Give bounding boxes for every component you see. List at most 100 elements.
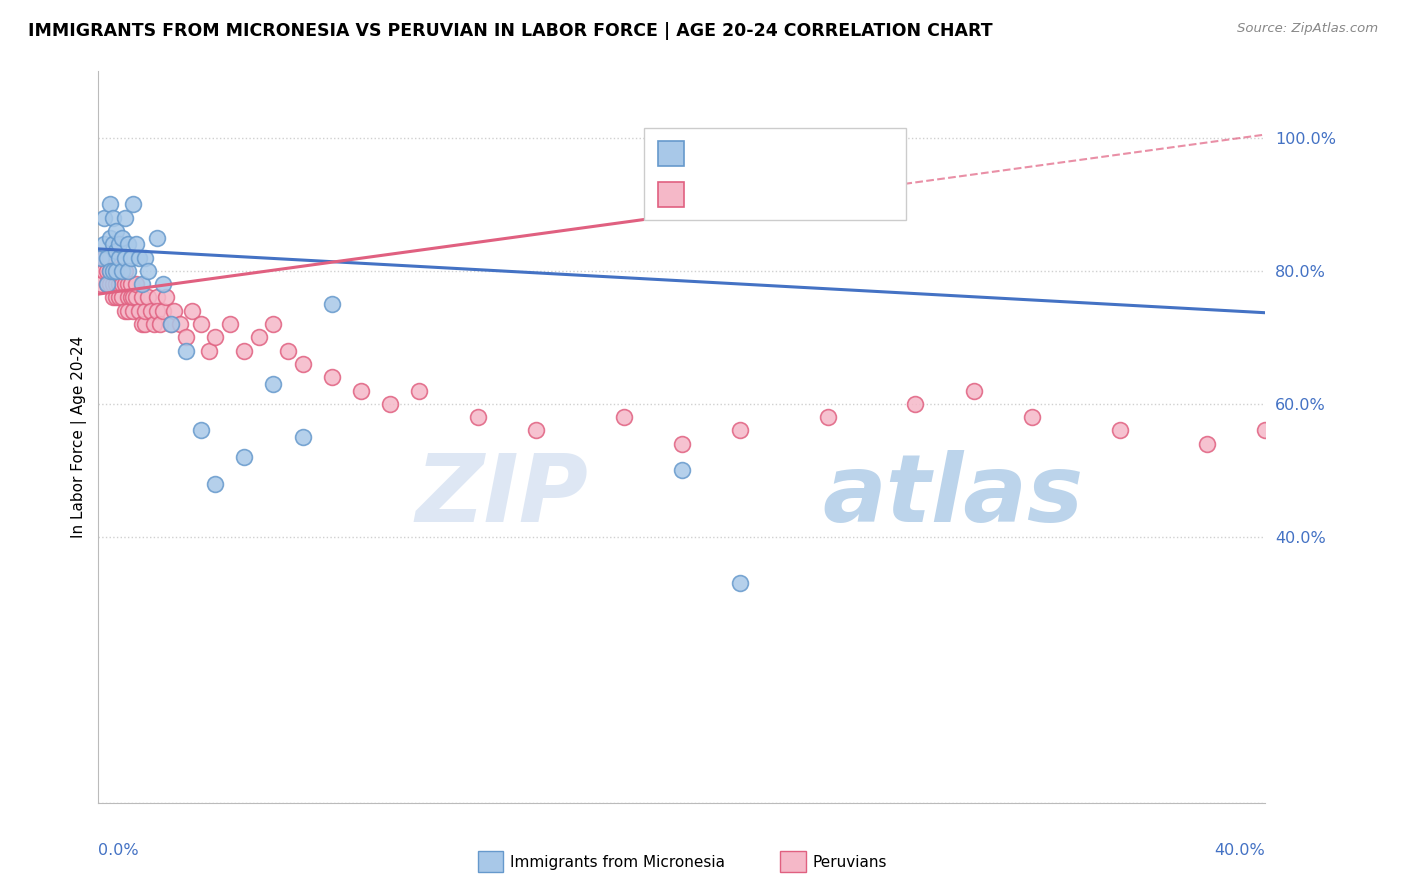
Point (117, 277, 139, 292)
Point (131, 277, 153, 292)
Point (730, 576, 752, 591)
Point (169, 317, 191, 331)
Point (98, 277, 121, 292)
Point (93, 237, 115, 252)
Point (114, 303, 136, 318)
Point (128, 303, 150, 318)
Point (108, 277, 131, 292)
Point (128, 251, 150, 265)
Point (218, 317, 240, 331)
Point (96, 251, 118, 265)
Point (111, 290, 134, 304)
Point (101, 290, 124, 304)
Point (120, 251, 142, 265)
Text: 40.0%: 40.0% (1215, 843, 1265, 858)
Point (122, 303, 145, 318)
Point (98, 230, 121, 244)
Point (93, 211, 115, 225)
Point (98, 264, 121, 278)
Point (90, 277, 112, 292)
Point (139, 303, 162, 318)
Point (96, 264, 118, 278)
Text: N =: N = (811, 145, 863, 162)
Point (204, 330, 226, 344)
Point (190, 317, 212, 331)
Point (104, 277, 127, 292)
Point (262, 317, 284, 331)
Point (134, 317, 156, 331)
Point (408, 384, 430, 398)
Point (233, 450, 256, 464)
Point (101, 211, 124, 225)
Point (817, 410, 839, 425)
Point (131, 290, 153, 304)
Point (277, 343, 299, 358)
Point (321, 370, 343, 384)
Point (174, 343, 197, 358)
Point (96, 277, 118, 292)
Point (111, 264, 134, 278)
Point (149, 317, 172, 331)
Point (904, 397, 927, 411)
Point (163, 303, 186, 318)
Point (117, 303, 139, 318)
Point (291, 430, 314, 444)
Point (96, 277, 118, 292)
Point (117, 290, 139, 304)
Text: Peruvians: Peruvians (813, 855, 887, 870)
Point (98, 197, 121, 211)
Point (108, 290, 131, 304)
Point (146, 290, 169, 304)
Point (174, 330, 197, 344)
Point (108, 264, 131, 278)
Point (98, 264, 121, 278)
Point (120, 290, 142, 304)
Point (98, 251, 121, 265)
Point (190, 424, 212, 438)
Point (160, 317, 183, 331)
Text: IMMIGRANTS FROM MICRONESIA VS PERUVIAN IN LABOR FORCE | AGE 20-24 CORRELATION CH: IMMIGRANTS FROM MICRONESIA VS PERUVIAN I… (28, 22, 993, 40)
Point (321, 297, 343, 311)
Point (1254, 424, 1277, 438)
Point (1108, 424, 1130, 438)
Text: ZIP: ZIP (416, 450, 589, 541)
Point (152, 303, 174, 318)
Point (380, 397, 402, 411)
Point (160, 317, 183, 331)
Point (671, 463, 693, 477)
Point (122, 290, 145, 304)
Point (93, 251, 115, 265)
Point (104, 264, 127, 278)
Point (114, 264, 136, 278)
Point (120, 277, 142, 292)
Point (134, 251, 156, 265)
Point (180, 303, 202, 318)
Point (108, 251, 131, 265)
Point (291, 357, 314, 371)
Point (114, 277, 136, 292)
Point (1021, 410, 1043, 425)
Text: 77: 77 (858, 186, 883, 203)
Point (125, 290, 148, 304)
Point (146, 230, 169, 244)
Text: 0.0%: 0.0% (98, 843, 139, 858)
Text: -0.087: -0.087 (734, 145, 799, 162)
Point (131, 317, 153, 331)
Point (108, 237, 131, 252)
Text: Source: ZipAtlas.com: Source: ZipAtlas.com (1237, 22, 1378, 36)
Point (204, 476, 226, 491)
Point (152, 277, 174, 292)
Point (962, 384, 984, 398)
Point (101, 277, 124, 292)
Point (125, 277, 148, 292)
Point (122, 197, 145, 211)
Point (350, 384, 373, 398)
Text: atlas: atlas (823, 450, 1083, 541)
Point (730, 424, 752, 438)
Point (136, 290, 159, 304)
Text: Immigrants from Micronesia: Immigrants from Micronesia (510, 855, 725, 870)
Point (1313, 450, 1336, 464)
Point (114, 211, 136, 225)
Point (101, 237, 124, 252)
Point (247, 330, 270, 344)
